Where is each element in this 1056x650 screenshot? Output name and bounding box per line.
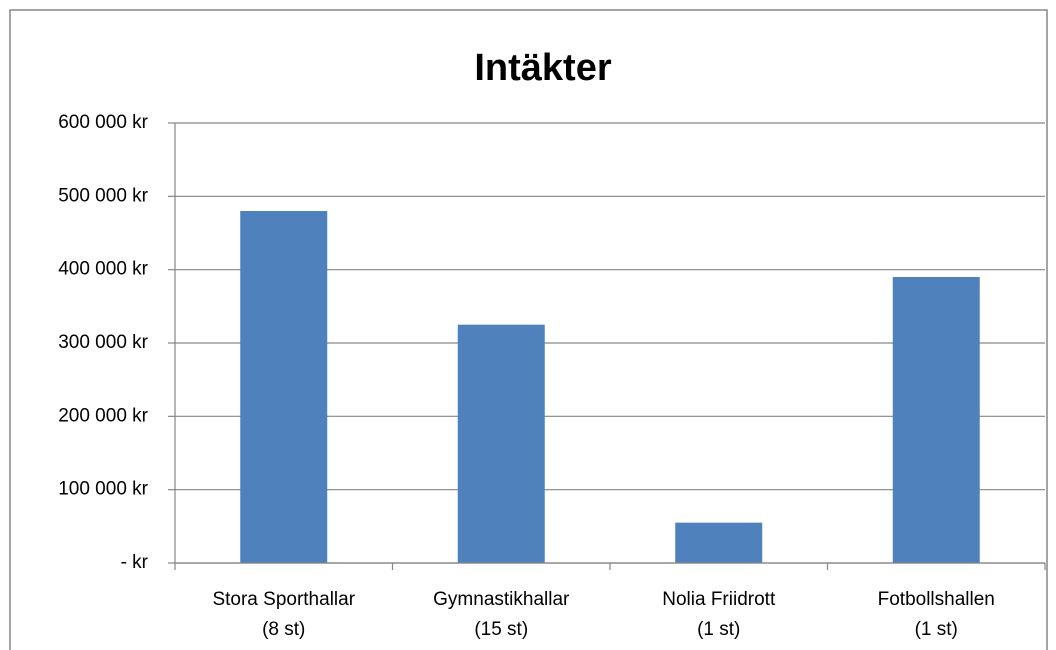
x-tick-label: Nolia Friidrott bbox=[662, 589, 776, 610]
y-tick-label: 100 000 kr bbox=[58, 479, 148, 500]
bar bbox=[240, 211, 328, 563]
bar bbox=[675, 522, 763, 563]
x-tick-label: (1 st) bbox=[915, 619, 958, 640]
chart-title: Intäkter bbox=[474, 47, 611, 89]
y-tick-label: 600 000 kr bbox=[58, 112, 148, 133]
chart-border bbox=[9, 9, 1048, 650]
y-tick-label: 500 000 kr bbox=[58, 185, 148, 206]
x-tick-label: (1 st) bbox=[697, 619, 740, 640]
y-tick-label: 400 000 kr bbox=[58, 259, 148, 280]
x-tick-label: (15 st) bbox=[474, 619, 528, 640]
bar bbox=[457, 324, 545, 563]
x-tick-label: (8 st) bbox=[262, 619, 305, 640]
bar bbox=[892, 277, 980, 563]
y-tick-label: 300 000 kr bbox=[58, 332, 148, 353]
x-tick-label: Fotbollshallen bbox=[878, 589, 995, 610]
y-tick-label: - kr bbox=[121, 552, 149, 573]
y-tick-label: 200 000 kr bbox=[58, 405, 148, 426]
x-tick-label: Gymnastikhallar bbox=[433, 589, 570, 610]
x-tick-label: Stora Sporthallar bbox=[212, 589, 355, 610]
